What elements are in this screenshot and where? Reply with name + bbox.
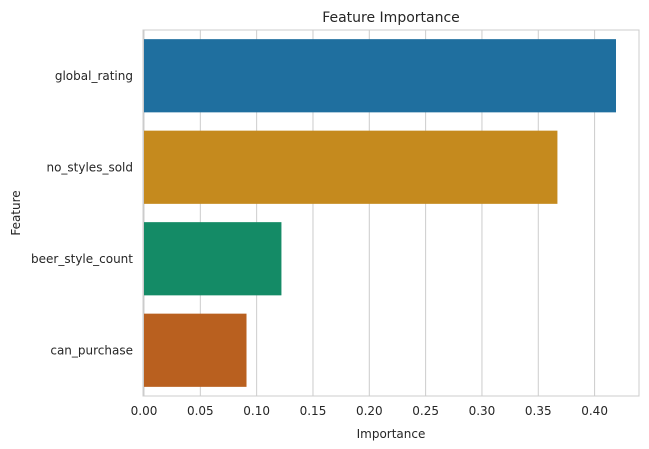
y-axis-label: Feature: [9, 190, 23, 235]
x-tick-label: 0.05: [187, 404, 214, 418]
x-tick-label: 0.00: [131, 404, 158, 418]
x-tick-label: 0.25: [412, 404, 439, 418]
bar-beer-style-count: [144, 222, 282, 296]
x-tick-label: 0.10: [243, 404, 270, 418]
y-tick-label: no_styles_sold: [46, 160, 133, 174]
x-tick-label: 0.40: [581, 404, 608, 418]
y-tick-label: global_rating: [55, 69, 133, 83]
bars: [144, 39, 616, 387]
x-tick-label: 0.15: [300, 404, 327, 418]
y-tick-label: can_purchase: [50, 343, 133, 357]
x-tick-label: 0.35: [525, 404, 552, 418]
x-tick-label: 0.30: [469, 404, 496, 418]
bar-no-styles-sold: [144, 130, 558, 204]
bar-can-purchase: [144, 313, 247, 387]
chart-title: Feature Importance: [322, 10, 460, 26]
y-tick-label: beer_style_count: [31, 252, 133, 266]
y-axis-ticks: global_rating no_styles_sold beer_style_co…: [31, 69, 133, 358]
x-tick-label: 0.20: [356, 404, 383, 418]
bar-global-rating: [144, 39, 616, 113]
x-axis-ticks: 0.00 0.05 0.10 0.15 0.20 0.25 0.30 0.35 0.40: [131, 404, 608, 418]
x-axis-label: Importance: [357, 427, 426, 441]
plot-frame: [142, 29, 640, 397]
